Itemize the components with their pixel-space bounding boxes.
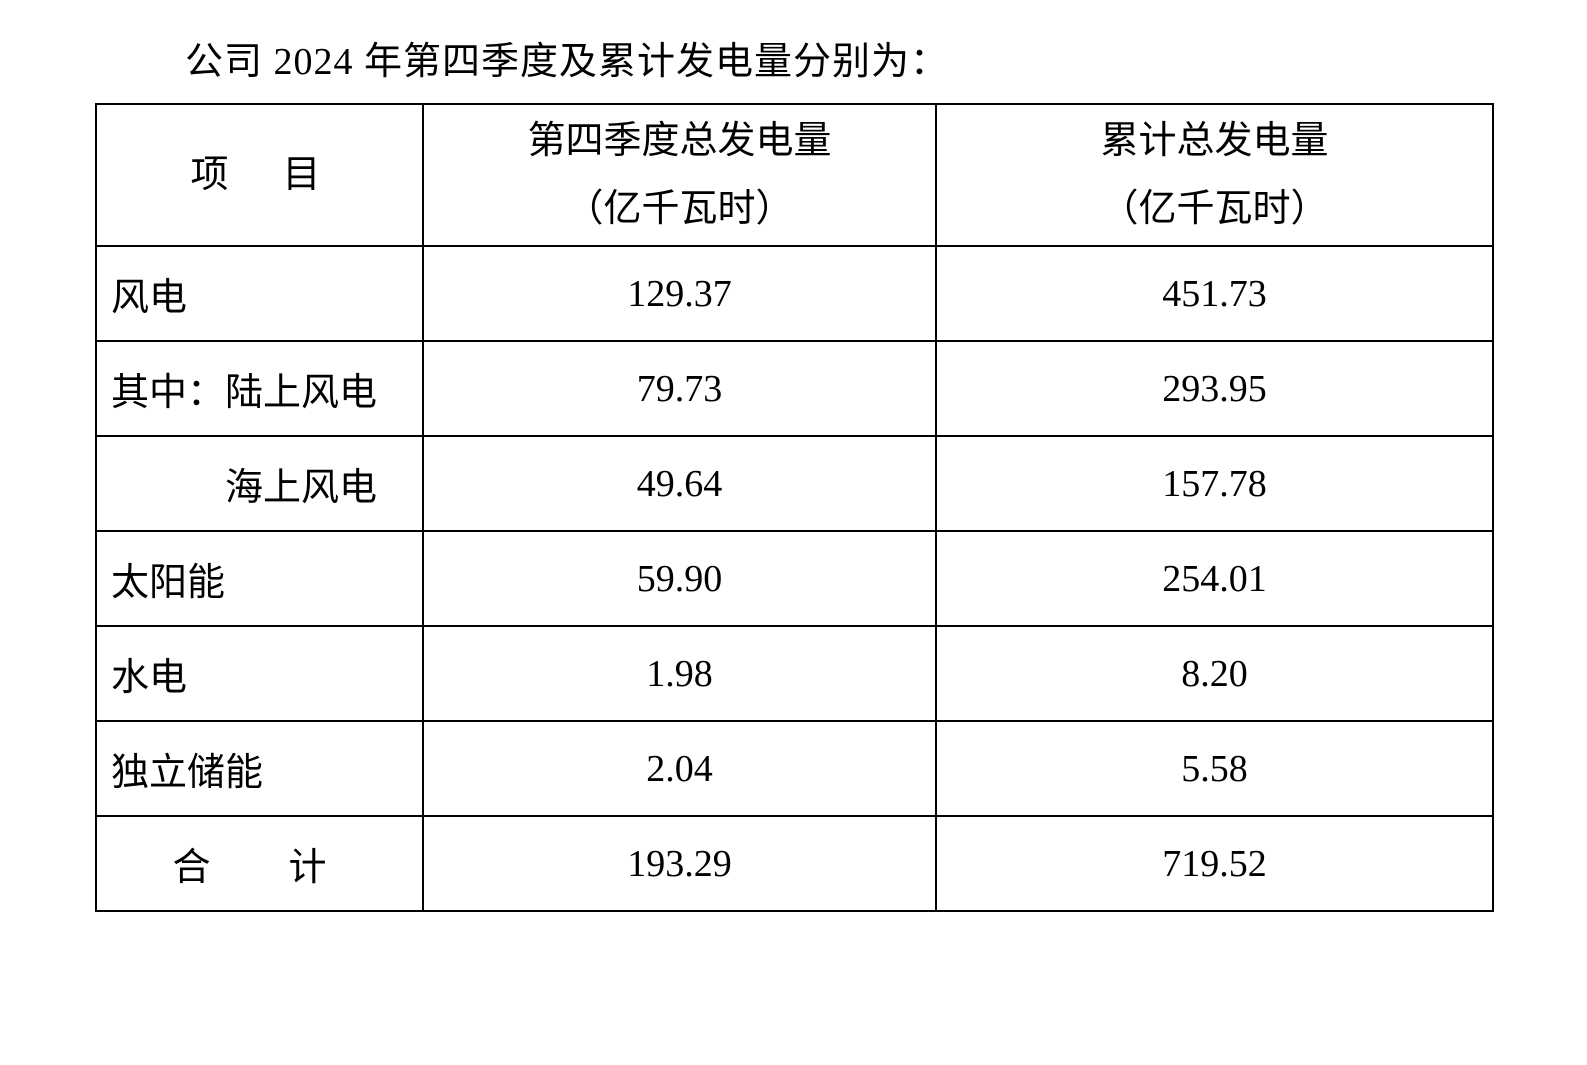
table-row: 其中：陆上风电 79.73 293.95 [96, 341, 1493, 436]
row-q4-onshore-wind: 79.73 [423, 341, 936, 436]
table-row: 太阳能 59.90 254.01 [96, 531, 1493, 626]
row-q4-offshore-wind: 49.64 [423, 436, 936, 531]
row-cum-offshore-wind: 157.78 [936, 436, 1493, 531]
row-cum-solar: 254.01 [936, 531, 1493, 626]
row-cum-onshore-wind: 293.95 [936, 341, 1493, 436]
row-q4-hydro: 1.98 [423, 626, 936, 721]
table-row: 风电 129.37 451.73 [96, 246, 1493, 341]
table-row-total: 合 计 193.29 719.52 [96, 816, 1493, 911]
row-cum-wind: 451.73 [936, 246, 1493, 341]
column-header-q4-line2: （亿千瓦时） [565, 188, 793, 230]
column-header-q4: 第四季度总发电量 （亿千瓦时） [423, 104, 936, 246]
row-cum-hydro: 8.20 [936, 626, 1493, 721]
row-label-onshore-wind: 其中：陆上风电 [96, 341, 423, 436]
row-q4-total: 193.29 [423, 816, 936, 911]
row-q4-wind: 129.37 [423, 246, 936, 341]
row-label-storage: 独立储能 [96, 721, 423, 816]
power-generation-table: 项 目 第四季度总发电量 （亿千瓦时） 累计总发电量 （亿千瓦时） 风电 129… [95, 103, 1494, 912]
column-header-cumulative: 累计总发电量 （亿千瓦时） [936, 104, 1493, 246]
column-header-cum-line2: （亿千瓦时） [1100, 188, 1328, 230]
table-row: 水电 1.98 8.20 [96, 626, 1493, 721]
column-header-project: 项 目 [96, 104, 423, 246]
table-header-row: 项 目 第四季度总发电量 （亿千瓦时） 累计总发电量 （亿千瓦时） [96, 104, 1493, 246]
column-header-q4-line1: 第四季度总发电量 [527, 120, 831, 162]
table-row: 独立储能 2.04 5.58 [96, 721, 1493, 816]
row-q4-storage: 2.04 [423, 721, 936, 816]
document-title: 公司 2024 年第四季度及累计发电量分别为： [95, 30, 1492, 85]
row-label-hydro: 水电 [96, 626, 423, 721]
row-label-wind: 风电 [96, 246, 423, 341]
row-label-total: 合 计 [96, 816, 423, 911]
row-cum-storage: 5.58 [936, 721, 1493, 816]
row-label-offshore-wind: 海上风电 [96, 436, 423, 531]
table-row: 海上风电 49.64 157.78 [96, 436, 1493, 531]
row-cum-total: 719.52 [936, 816, 1493, 911]
row-label-solar: 太阳能 [96, 531, 423, 626]
column-header-cum-line1: 累计总发电量 [1100, 120, 1328, 162]
row-q4-solar: 59.90 [423, 531, 936, 626]
